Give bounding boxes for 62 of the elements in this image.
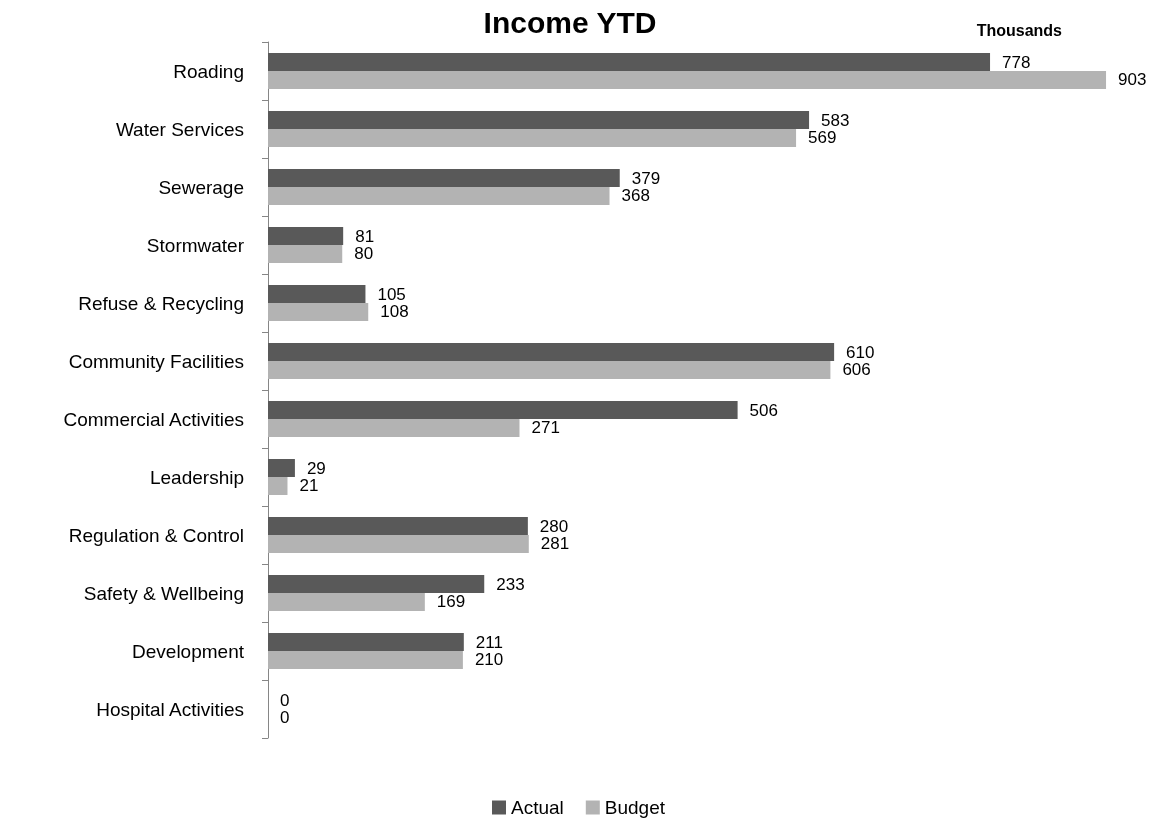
data-label: 211: [475, 632, 503, 652]
y-tick-label: Safety & Wellbeing: [83, 582, 244, 604]
y-tick-label: Stormwater: [146, 234, 245, 256]
data-label: 281: [540, 534, 570, 554]
bar: [268, 303, 369, 321]
data-label: 233: [496, 574, 525, 594]
bar: [268, 459, 295, 477]
bar: [268, 129, 797, 147]
data-label: 368: [621, 186, 650, 206]
data-label: 569: [808, 128, 837, 148]
data-label: 778: [1002, 52, 1031, 72]
bar: [268, 651, 463, 669]
bar: [268, 401, 738, 419]
y-tick-label: Community Facilities: [68, 350, 244, 372]
legend-label: Actual: [510, 797, 564, 818]
bar: [268, 343, 835, 361]
chart-title: Income YTD: [483, 5, 657, 39]
y-tick-label: Commercial Activities: [63, 408, 244, 430]
data-label: 280: [539, 516, 569, 536]
bar: [268, 361, 831, 379]
x-axis-title: Thousands: [976, 21, 1063, 39]
data-label: 81: [355, 226, 375, 246]
data-label: 210: [474, 650, 504, 670]
data-label: 0: [280, 690, 290, 710]
data-label: 29: [306, 458, 326, 478]
y-tick-label: Refuse & Recycling: [78, 292, 244, 314]
data-label: 0: [280, 708, 290, 728]
data-label: 169: [436, 592, 466, 612]
bar: [268, 477, 288, 495]
legend-label: Budget: [604, 797, 666, 818]
bar: [268, 633, 464, 651]
bar: [268, 245, 343, 263]
bar: [268, 71, 1107, 89]
bar: [268, 575, 485, 593]
y-tick-label: Water Services: [115, 118, 244, 140]
data-label: 271: [531, 418, 560, 438]
bar: [268, 169, 620, 187]
bar: [268, 187, 610, 205]
bar: [268, 111, 810, 129]
bar: [268, 517, 528, 535]
data-label: 506: [749, 400, 778, 420]
data-label: 108: [380, 302, 409, 322]
data-label: 80: [354, 244, 374, 264]
data-label: 903: [1118, 70, 1147, 90]
y-tick-label: Leadership: [149, 466, 244, 488]
y-tick-label: Roading: [173, 60, 244, 82]
data-label: 606: [842, 360, 871, 380]
data-label: 610: [846, 342, 875, 362]
bar: [268, 419, 520, 437]
bar: [268, 53, 991, 71]
bar: [268, 227, 344, 245]
data-label: 105: [377, 284, 406, 304]
y-tick-label: Regulation & Control: [68, 524, 244, 546]
y-tick-label: Hospital Activities: [96, 698, 244, 720]
data-label: 379: [631, 168, 661, 188]
data-label: 583: [821, 110, 850, 130]
bar: [268, 535, 529, 553]
y-tick-label: Development: [132, 640, 245, 662]
y-tick-label: Sewerage: [158, 176, 244, 198]
bar: [268, 593, 425, 611]
data-label: 21: [299, 476, 319, 496]
bar: [268, 285, 366, 303]
